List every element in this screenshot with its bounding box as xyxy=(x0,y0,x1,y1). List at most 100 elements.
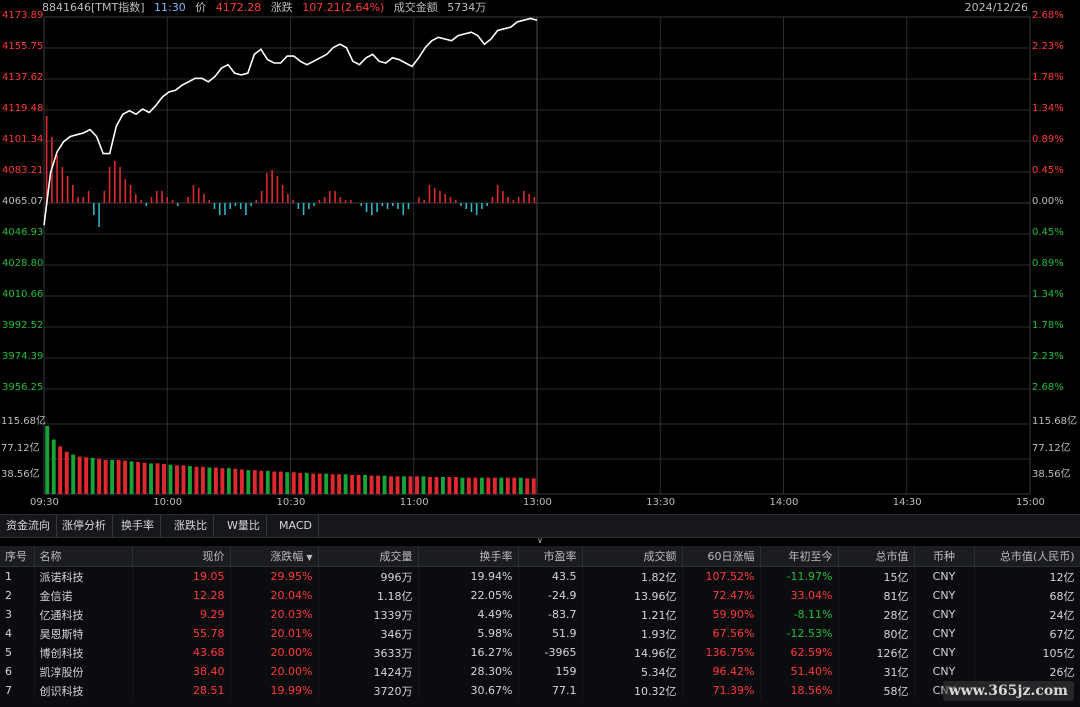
col-price[interactable]: 现价 xyxy=(132,546,231,567)
table-row[interactable]: 6 凯淳股份 38.40 20.00% 1424万 28.30% 159 5.34亿 96.42… xyxy=(0,662,1080,681)
col-volume[interactable]: 成交量 xyxy=(318,546,419,567)
tab-w-volume-ratio[interactable]: W量比 xyxy=(221,515,267,537)
table-row[interactable]: 7 创识科技 28.51 19.99% 3720万 30.67% 77.1 10.32亿 71.… xyxy=(0,681,1080,700)
stock-name: 金信诺 xyxy=(34,586,133,605)
market-cap: 31亿 xyxy=(838,662,915,681)
current-price: 28.51 xyxy=(132,681,231,700)
price-tick-left: 4010.66 xyxy=(2,289,44,300)
change-pct: 19.99% xyxy=(230,681,319,700)
table-row[interactable]: 3 亿通科技 9.29 20.03% 1339万 4.49% -83.7 1.21亿 59.90… xyxy=(0,605,1080,624)
current-price: 12.28 xyxy=(132,586,231,605)
chart-date: 2024/12/26 xyxy=(964,1,1028,14)
change-60d: 59.90% xyxy=(682,605,761,624)
volume: 1.18亿 xyxy=(318,586,419,605)
amount: 1.93亿 xyxy=(582,624,683,643)
market-cap-cny: 12亿 xyxy=(974,566,1080,586)
pct-tick-right: 0.00% xyxy=(1032,196,1064,207)
time-tick: 15:00 xyxy=(1016,497,1045,508)
turnover-value: 5734万 xyxy=(447,1,487,14)
pct-tick-right: 2.68% xyxy=(1032,10,1064,21)
col-change-pct[interactable]: 涨跌幅 ▼ xyxy=(230,546,319,567)
currency: CNY xyxy=(914,605,975,624)
market-cap: 28亿 xyxy=(838,605,915,624)
ytd-change: -12.53% xyxy=(760,624,839,643)
time-tick: 10:00 xyxy=(153,497,183,508)
stock-table: 序号 名称 现价 涨跌幅 ▼ 成交量 换手率 市盈率 成交额 60日涨幅 年初至今… xyxy=(0,546,1080,707)
row-index: 6 xyxy=(0,662,35,681)
row-index: 4 xyxy=(0,624,35,643)
tab-advance-decline[interactable]: 涨跌比 xyxy=(168,515,214,537)
price-tick-left: 3992.52 xyxy=(2,320,44,331)
stock-name: 凯淳股份 xyxy=(34,662,133,681)
market-cap-cny: 105亿 xyxy=(974,643,1080,662)
change-60d: 96.42% xyxy=(682,662,761,681)
time-tick: 09:30 xyxy=(30,497,59,508)
market-cap-cny: 24亿 xyxy=(974,605,1080,624)
change-60d: 67.56% xyxy=(682,624,761,643)
collapse-chevron-icon[interactable]: ∨ xyxy=(537,536,543,545)
col-market-cap-cny[interactable]: 总市值(人民币) xyxy=(974,546,1080,567)
currency: CNY xyxy=(914,643,975,662)
col-name[interactable]: 名称 xyxy=(34,546,133,567)
change-pct: 29.95% xyxy=(230,566,319,586)
header-time: 11:30 xyxy=(154,1,186,14)
volume: 996万 xyxy=(318,566,419,586)
market-cap: 58亿 xyxy=(838,681,915,700)
change-60d: 71.39% xyxy=(682,681,761,700)
col-index[interactable]: 序号 xyxy=(0,546,35,567)
chart-canvas[interactable] xyxy=(0,0,1080,512)
volume: 346万 xyxy=(318,624,419,643)
tab-turnover-rate[interactable]: 换手率 xyxy=(115,515,161,537)
volume-tick-left: 38.56亿 xyxy=(1,468,40,480)
price-tick-left: 4046.93 xyxy=(2,227,44,238)
time-tick: 13:00 xyxy=(523,497,552,508)
table-row[interactable]: 2 金信诺 12.28 20.04% 1.18亿 22.05% -24.9 13.96亿 72.… xyxy=(0,586,1080,605)
pe-ratio: 51.9 xyxy=(518,624,583,643)
turnover-rate: 19.94% xyxy=(418,566,519,586)
col-currency[interactable]: 币种 xyxy=(914,546,975,567)
price-tick-left: 4065.07 xyxy=(2,196,44,207)
row-index: 1 xyxy=(0,566,35,586)
col-pe[interactable]: 市盈率 xyxy=(518,546,583,567)
currency: CNY xyxy=(914,586,975,605)
table-row[interactable]: 1 派诺科技 19.05 29.95% 996万 19.94% 43.5 1.82亿 107.5… xyxy=(0,566,1080,586)
currency: CNY xyxy=(914,566,975,586)
col-60d-change[interactable]: 60日涨幅 xyxy=(682,546,761,567)
tab-limit-up-analysis[interactable]: 涨停分析 xyxy=(56,515,113,537)
intraday-chart[interactable]: 8841646[TMT指数] 11:30 价 4172.28 涨跌 107.21… xyxy=(0,0,1080,512)
ytd-change: -11.97% xyxy=(760,566,839,586)
col-ytd[interactable]: 年初至今 xyxy=(760,546,839,567)
amount: 14.96亿 xyxy=(582,643,683,662)
pct-tick-right: 0.89% xyxy=(1032,134,1064,145)
table-row[interactable]: 5 博创科技 43.68 20.00% 3633万 16.27% -3965 14.96亿 13… xyxy=(0,643,1080,662)
table-row[interactable]: 4 昊恩斯特 55.78 20.01% 346万 5.98% 51.9 1.93亿 67.56%… xyxy=(0,624,1080,643)
volume: 1424万 xyxy=(318,662,419,681)
price-tick-left: 3974.39 xyxy=(2,351,44,362)
stock-name: 博创科技 xyxy=(34,643,133,662)
current-price: 55.78 xyxy=(132,624,231,643)
ytd-change: 18.56% xyxy=(760,681,839,700)
change-pct: 20.03% xyxy=(230,605,319,624)
table-header-row: 序号 名称 现价 涨跌幅 ▼ 成交量 换手率 市盈率 成交额 60日涨幅 年初至今… xyxy=(0,546,1080,567)
current-price: 38.40 xyxy=(132,662,231,681)
pct-tick-right: 1.34% xyxy=(1032,289,1064,300)
col-turnover[interactable]: 换手率 xyxy=(418,546,519,567)
currency: CNY xyxy=(914,624,975,643)
tab-fund-flow[interactable]: 资金流向 xyxy=(0,515,57,537)
price-tick-left: 4137.62 xyxy=(2,72,44,83)
time-tick: 14:00 xyxy=(769,497,799,508)
current-price: 43.68 xyxy=(132,643,231,662)
price-tick-left: 4155.75 xyxy=(2,41,44,52)
price-tick-left: 4028.80 xyxy=(2,258,44,269)
amount: 1.21亿 xyxy=(582,605,683,624)
col-market-cap[interactable]: 总市值 xyxy=(838,546,915,567)
price-tick-left: 3956.25 xyxy=(2,382,44,393)
time-tick: 11:00 xyxy=(399,497,429,508)
market-cap: 15亿 xyxy=(838,566,915,586)
turnover-rate: 16.27% xyxy=(418,643,519,662)
chart-frame xyxy=(43,16,1031,495)
tab-macd[interactable]: MACD xyxy=(273,515,319,537)
col-amount[interactable]: 成交额 xyxy=(582,546,683,567)
quote-header: 8841646[TMT指数] 11:30 价 4172.28 涨跌 107.21… xyxy=(42,1,492,15)
amount: 10.32亿 xyxy=(582,681,683,700)
